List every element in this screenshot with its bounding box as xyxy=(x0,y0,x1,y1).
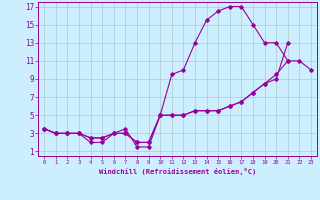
X-axis label: Windchill (Refroidissement éolien,°C): Windchill (Refroidissement éolien,°C) xyxy=(99,168,256,175)
